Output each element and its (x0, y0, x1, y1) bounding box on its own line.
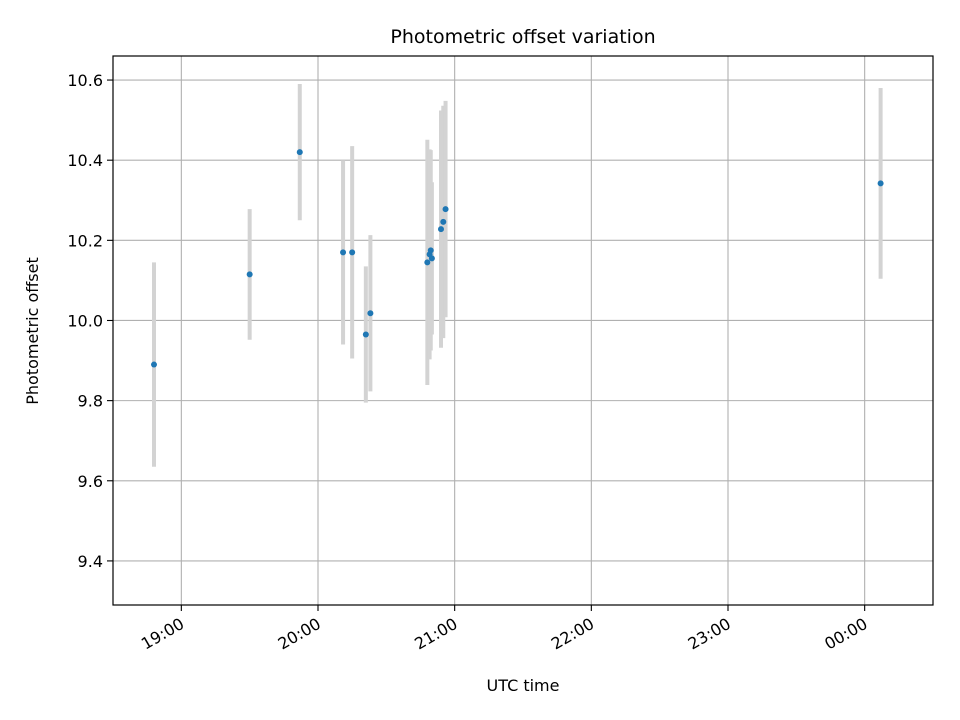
y-tick-label: 9.6 (78, 472, 103, 491)
data-point (442, 206, 449, 213)
x-axis-label: UTC time (487, 676, 560, 695)
data-point (340, 249, 347, 256)
y-axis-label: Photometric offset (23, 257, 42, 405)
data-point (246, 271, 253, 278)
y-tick-label: 10.2 (67, 231, 103, 250)
data-point (349, 249, 356, 256)
data-point (877, 180, 884, 187)
chart-title: Photometric offset variation (390, 26, 655, 48)
data-points (151, 149, 884, 368)
data-point (440, 218, 447, 225)
x-tick-label: 23:00 (685, 614, 734, 654)
y-tick-label: 10.6 (67, 71, 103, 90)
data-point (151, 361, 157, 368)
x-tick-label: 21:00 (411, 614, 460, 654)
data-point (427, 247, 434, 254)
y-tick-label: 10.4 (67, 151, 103, 170)
x-tick-label: 20:00 (275, 614, 324, 654)
y-tick-label: 10.0 (67, 311, 103, 330)
x-tick-label: 19:00 (138, 614, 187, 654)
data-point (362, 331, 369, 338)
data-point (428, 255, 435, 262)
grid-lines (113, 56, 933, 605)
data-point (367, 310, 374, 317)
y-ticks: 9.4 9.6 9.8 10.0 10.2 10.4 10.6 (67, 71, 113, 571)
data-point (438, 226, 444, 233)
error-bars (152, 84, 883, 467)
x-tick-label: 22:00 (548, 614, 597, 654)
data-point (424, 259, 431, 266)
x-ticks: 19:00 20:00 21:00 22:00 23:00 00:00 01:00 (138, 605, 960, 654)
y-tick-label: 9.4 (78, 552, 103, 571)
y-tick-label: 9.8 (78, 392, 103, 411)
plot-frame (112, 55, 934, 606)
x-tick-label: 00:00 (821, 614, 870, 654)
data-point (296, 149, 303, 156)
